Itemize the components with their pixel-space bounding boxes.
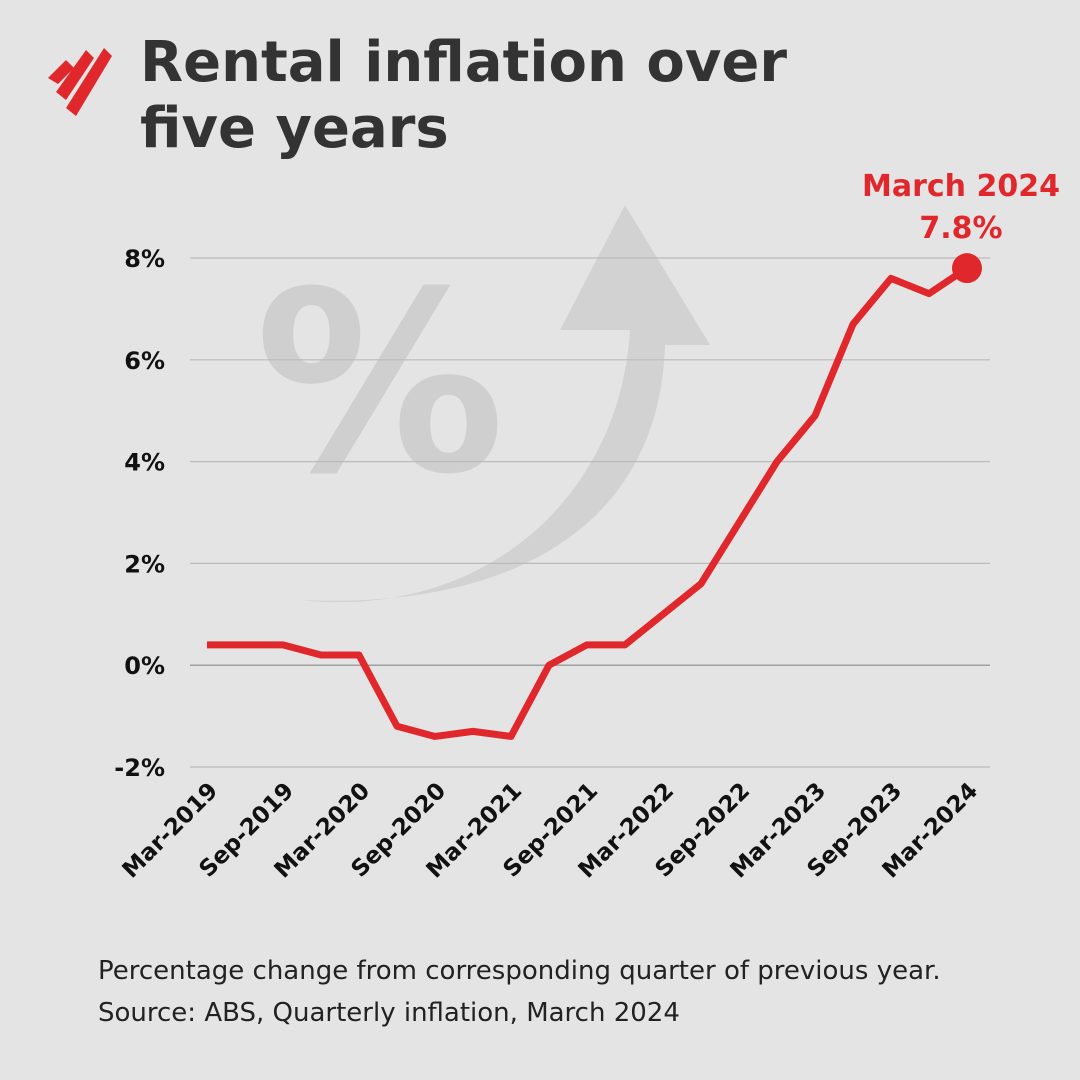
chart-title: Rental inflation over five years	[140, 30, 787, 161]
end-point	[952, 253, 982, 284]
background-graphic: %	[255, 205, 710, 603]
y-tick-label: -2%	[114, 754, 165, 782]
y-tick-label: 6%	[124, 347, 165, 375]
annotation: March 2024	[862, 169, 1060, 204]
svg-text:%: %	[255, 238, 506, 529]
y-tick-label: 4%	[124, 449, 165, 477]
data-line	[207, 265, 969, 740]
y-tick-label: 2%	[124, 550, 165, 578]
logo	[48, 48, 112, 116]
y-tick-label: 0%	[124, 652, 165, 680]
value-label: 7.8%	[919, 211, 1002, 246]
footnote: Percentage change from corresponding qua…	[98, 956, 941, 1028]
y-tick-label: 8%	[124, 245, 165, 273]
